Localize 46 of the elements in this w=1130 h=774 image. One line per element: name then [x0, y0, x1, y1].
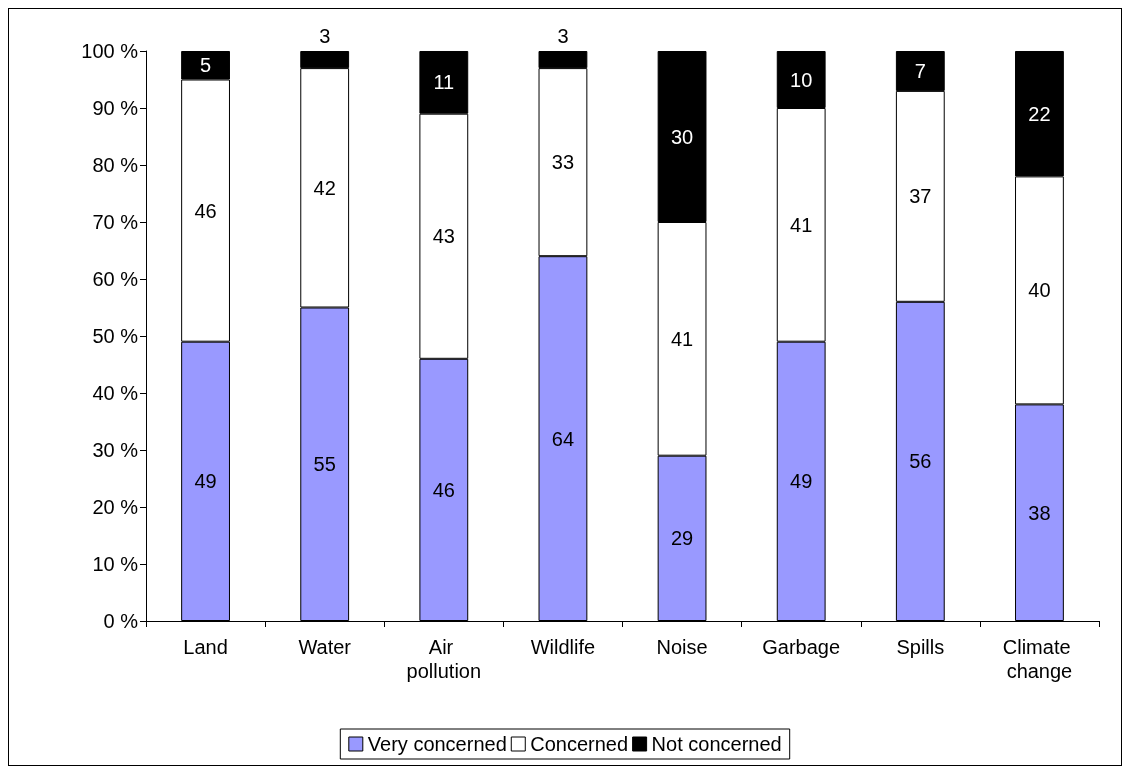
- y-tick-label: 40 %: [92, 382, 139, 404]
- data-label: 33: [551, 151, 575, 174]
- x-tick-label: Land: [183, 636, 228, 658]
- legend-label: Very concerned: [367, 733, 507, 755]
- legend-label: Not concerned: [651, 733, 782, 755]
- data-label: 38: [1028, 501, 1051, 524]
- y-tick-label: 30 %: [92, 439, 139, 461]
- data-label: 55: [313, 453, 336, 476]
- data-label: 64: [551, 427, 575, 450]
- y-tick-label: 20 %: [92, 496, 139, 518]
- x-tick-label: Climate change: [1002, 636, 1077, 682]
- y-tick-label: 0 %: [103, 610, 139, 632]
- data-label: 22: [1028, 102, 1051, 125]
- data-label: 37: [909, 185, 932, 208]
- y-tick-label: 10 %: [92, 553, 139, 575]
- x-tick-label: Water: [298, 636, 352, 658]
- y-tick-label: 90 %: [92, 97, 139, 119]
- data-label: 30: [670, 125, 694, 148]
- data-label: 46: [194, 199, 217, 222]
- x-tick-label: Spills: [896, 636, 945, 658]
- data-label: 10: [790, 68, 813, 91]
- data-label: 5: [200, 54, 212, 77]
- x-tick-label: Air pollution: [406, 636, 482, 682]
- x-tick-label: Noise: [656, 636, 708, 658]
- data-label: 42: [313, 176, 336, 199]
- data-label: 41: [790, 213, 813, 236]
- x-tick-label: Garbage: [762, 636, 841, 658]
- y-tick-label: 70 %: [92, 211, 139, 233]
- y-tick-label: 60 %: [92, 268, 139, 290]
- y-tick-label: 100 %: [81, 40, 139, 62]
- data-label: 41: [670, 327, 694, 350]
- data-label: 29: [670, 527, 694, 550]
- y-tick-label: 80 %: [92, 154, 139, 176]
- x-tick-label: Wildlife: [530, 636, 596, 658]
- data-label: 43: [432, 225, 455, 248]
- data-label: 49: [194, 470, 217, 493]
- data-label: 46: [432, 478, 455, 501]
- data-label: 7: [914, 59, 926, 82]
- legend-label: Concerned: [530, 733, 629, 755]
- data-label: 56: [909, 450, 932, 473]
- data-label: 40: [1028, 279, 1051, 302]
- data-label: 49: [790, 470, 813, 493]
- data-label: 11: [433, 71, 455, 94]
- data-label: 3: [319, 25, 331, 47]
- data-label: 3: [557, 25, 569, 47]
- y-tick-label: 50 %: [92, 325, 139, 347]
